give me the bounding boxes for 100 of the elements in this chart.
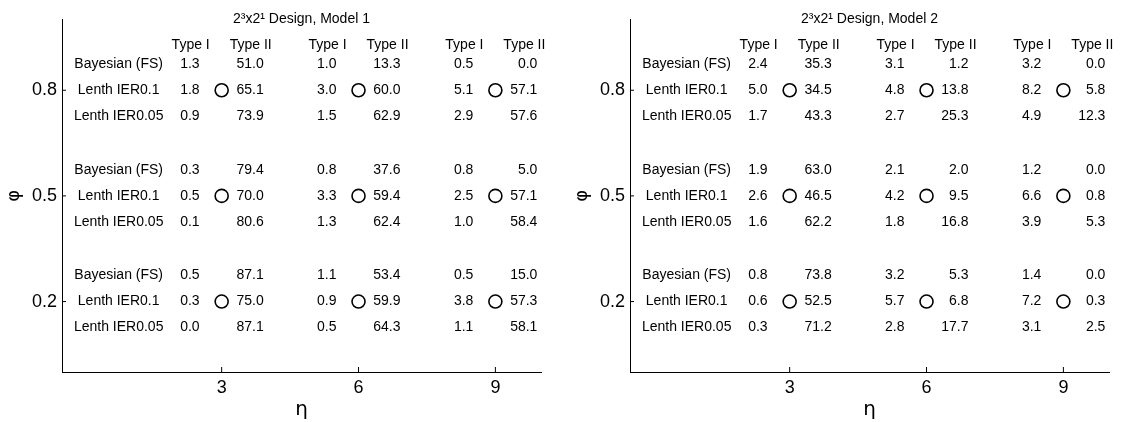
annotation: 5.0 (517, 160, 538, 177)
annotation: 5.0 (748, 81, 768, 98)
annotation: 46.5 (804, 186, 832, 203)
annotation: 17.7 (941, 318, 969, 335)
annotation: Lenth IER0.05 (73, 212, 164, 229)
y-tick-label: 0.8 (31, 79, 57, 100)
point (1056, 82, 1071, 98)
x-tick-label: 9 (490, 376, 501, 397)
point (919, 188, 934, 204)
annotation: 57.6 (510, 107, 538, 124)
annotation: 0.0 (1085, 160, 1106, 177)
annotation: 7.2 (1021, 292, 1042, 309)
annotation: 62.4 (373, 212, 401, 229)
annotation: 43.3 (804, 107, 832, 124)
annotation: Lenth IER0.1 (77, 186, 160, 203)
annotation: 2.5 (453, 186, 474, 203)
annotation: 0.8 (317, 160, 337, 177)
annotation: 13.8 (941, 81, 969, 98)
annotation: 1.7 (748, 107, 768, 124)
annotation: Type II (797, 36, 840, 53)
annotation: 3.1 (885, 55, 905, 72)
annotation: 0.0 (1085, 55, 1106, 72)
annotation: 1.8 (885, 212, 905, 229)
annotation: 5.3 (949, 266, 969, 283)
annotation: 0.0 (517, 55, 538, 72)
point (782, 82, 797, 98)
chart-title: 2³x2¹ Design, Model 2 (801, 10, 939, 27)
annotation: 2.9 (453, 107, 474, 124)
annotation: 0.3 (180, 160, 200, 177)
point (214, 188, 229, 204)
annotation: 1.3 (317, 212, 337, 229)
annotation: 0.8 (453, 160, 474, 177)
annotation: 1.2 (1021, 160, 1042, 177)
annotation: Type II (1071, 36, 1114, 53)
annotation: 5.1 (453, 81, 474, 98)
y-tick-label: 0.5 (31, 184, 57, 205)
annotation: Lenth IER0.05 (73, 318, 164, 335)
point (351, 82, 366, 98)
annotation: 59.9 (373, 292, 401, 309)
y-axis-title: φ (2, 189, 24, 202)
annotation: 0.9 (317, 292, 337, 309)
annotation: 6.6 (1021, 186, 1042, 203)
annotation: Type I (171, 36, 210, 53)
annotation: 2.0 (949, 160, 969, 177)
point (782, 294, 797, 309)
annotation: 0.5 (317, 318, 337, 335)
point (1056, 188, 1071, 204)
annotation: 70.0 (236, 186, 264, 203)
annotation: Bayesian (FS) (642, 266, 732, 283)
x-axis-title: η (295, 396, 308, 421)
annotation: Type II (934, 36, 977, 53)
annotation: 0.3 (1085, 292, 1106, 309)
annotation: 73.8 (804, 266, 832, 283)
annotation: 0.5 (180, 186, 200, 203)
point (488, 188, 503, 204)
point (214, 82, 229, 98)
annotation: 0.8 (748, 266, 768, 283)
annotation: 5.8 (1085, 81, 1106, 98)
annotation: Lenth IER0.05 (641, 318, 732, 335)
annotation: 3.8 (453, 292, 474, 309)
point (488, 82, 503, 98)
annotation: Lenth IER0.05 (73, 107, 164, 124)
annotation: 6.8 (949, 292, 969, 309)
annotation: Type I (876, 36, 915, 53)
annotation: Bayesian (FS) (74, 160, 164, 177)
annotation: 0.5 (180, 266, 200, 283)
annotation: 0.8 (1085, 186, 1106, 203)
annotation: 1.2 (949, 55, 969, 72)
annotation: Bayesian (FS) (642, 160, 732, 177)
annotation: 87.1 (236, 318, 264, 335)
x-tick-label: 6 (353, 376, 364, 397)
annotation: 2.7 (885, 107, 905, 124)
annotation: 60.0 (373, 81, 401, 98)
annotation: Lenth IER0.1 (77, 292, 160, 309)
annotation: Type II (503, 36, 546, 53)
annotation: 25.3 (941, 107, 969, 124)
point (351, 188, 366, 204)
annotation: 53.4 (373, 266, 401, 283)
annotation: 2.4 (748, 55, 768, 72)
annotation: Lenth IER0.1 (645, 292, 728, 309)
x-tick-label: 6 (921, 376, 932, 397)
annotation: 4.8 (885, 81, 905, 98)
annotation: 8.2 (1021, 81, 1042, 98)
annotation: 15.0 (510, 266, 538, 283)
annotation: 9.5 (949, 186, 969, 203)
annotation: 3.3 (317, 186, 337, 203)
point (919, 82, 934, 98)
annotation: Type I (445, 36, 484, 53)
annotation: 0.0 (180, 318, 200, 335)
point (214, 294, 229, 309)
annotation: Type I (1013, 36, 1052, 53)
point (488, 294, 503, 309)
annotation: 3.2 (1021, 55, 1042, 72)
annotation: 80.6 (236, 212, 264, 229)
y-tick-label: 0.2 (599, 290, 625, 311)
annotation: Lenth IER0.05 (641, 212, 732, 229)
annotation: 62.2 (804, 212, 832, 229)
annotation: 12.3 (1078, 107, 1106, 124)
annotation: 13.3 (373, 55, 401, 72)
annotation: 75.0 (236, 292, 264, 309)
